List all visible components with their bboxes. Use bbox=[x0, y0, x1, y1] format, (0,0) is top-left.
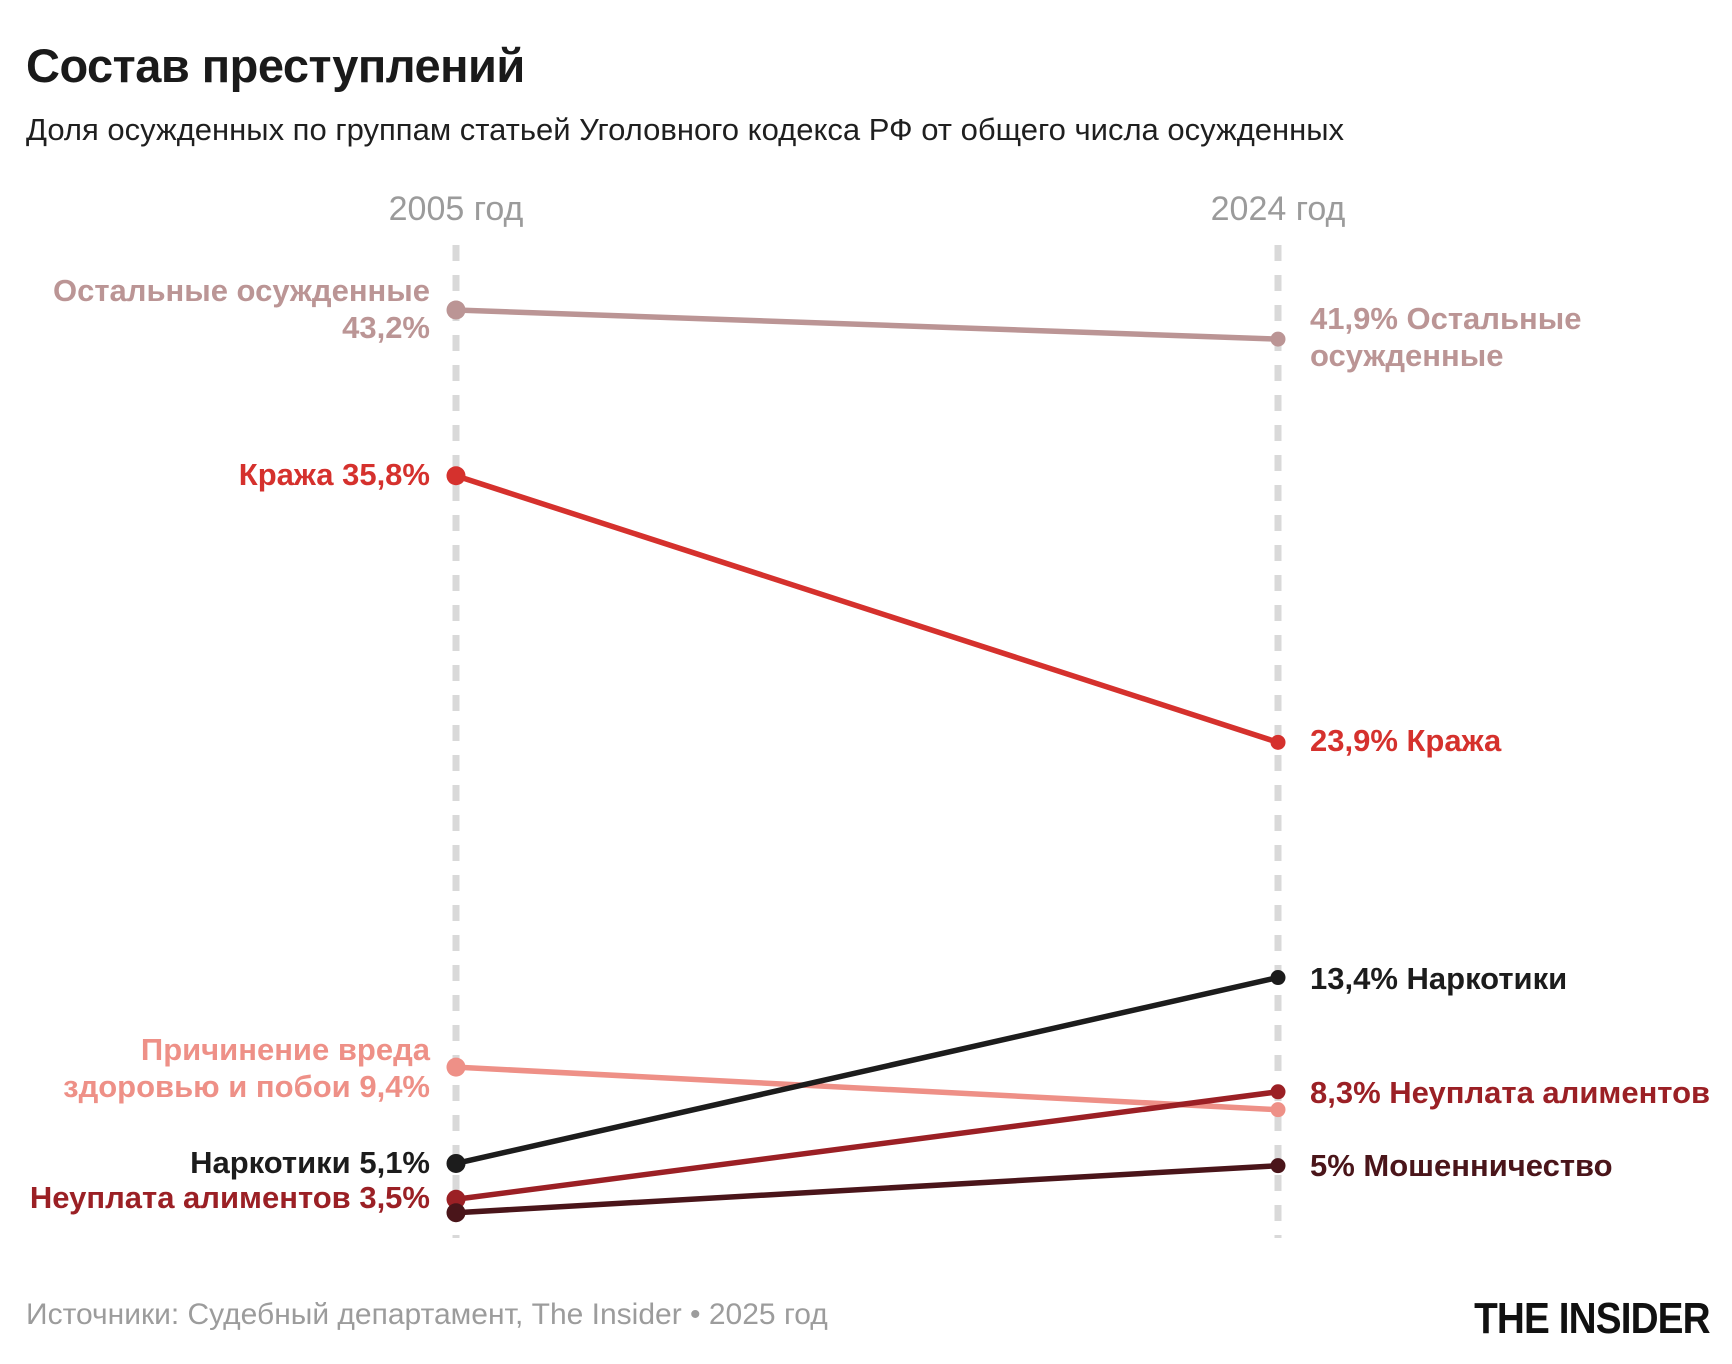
right-label-narkotiki: 13,4% Наркотики bbox=[1310, 960, 1567, 997]
label-line: 23,9% Кража bbox=[1310, 723, 1502, 758]
label-line: Причинение вреда bbox=[140, 1032, 430, 1067]
the-insider-logo: THE INSIDER bbox=[1474, 1294, 1710, 1343]
left-label-narkotiki: Наркотики 5,1% bbox=[190, 1144, 430, 1181]
label-line: 5% Мошенничество bbox=[1310, 1148, 1613, 1183]
page-subtitle: Доля осужденных по группам статьей Уголо… bbox=[26, 112, 1345, 147]
label-line: здоровью и побои 9,4% bbox=[63, 1069, 430, 1104]
page-title: Состав преступлений bbox=[26, 39, 525, 92]
label-line: 43,2% bbox=[342, 310, 430, 345]
label-line: Неуплата алиментов 3,5% bbox=[29, 1180, 430, 1215]
left-label-krazha: Кража 35,8% bbox=[239, 456, 430, 493]
right-label-neuplata-alimentov: 8,3% Неуплата алиментов bbox=[1310, 1074, 1710, 1111]
label-line: Наркотики 5,1% bbox=[190, 1145, 430, 1180]
right-label-moshennichestvo: 5% Мошенничество bbox=[1310, 1147, 1613, 1184]
left-label-ostalnye-osuzhdennye: Остальные осужденные 43,2% bbox=[53, 272, 430, 346]
label-line: 41,9% Остальные bbox=[1310, 301, 1582, 336]
label-line: 13,4% Наркотики bbox=[1310, 961, 1568, 996]
label-line: Кража 35,8% bbox=[238, 457, 430, 492]
right-label-krazha: 23,9% Кража bbox=[1310, 722, 1501, 759]
right-label-ostalnye-osuzhdennye: 41,9% Остальные осужденные bbox=[1310, 300, 1581, 374]
left-label-prichinenie-vreda: Причинение вреда здоровью и побои 9,4% bbox=[63, 1031, 430, 1105]
left-label-neuplata-alimentov: Неуплата алиментов 3,5% bbox=[30, 1179, 430, 1216]
label-line: осужденные bbox=[1310, 338, 1504, 373]
column-header-2005: 2005 год bbox=[388, 190, 524, 228]
label-line: 8,3% Неуплата алиментов bbox=[1310, 1075, 1711, 1110]
label-line: Остальные осужденные bbox=[52, 273, 430, 308]
source-credit: Источники: Судебный департамент, The Ins… bbox=[26, 1298, 828, 1331]
column-header-2024: 2024 год bbox=[1210, 190, 1346, 228]
